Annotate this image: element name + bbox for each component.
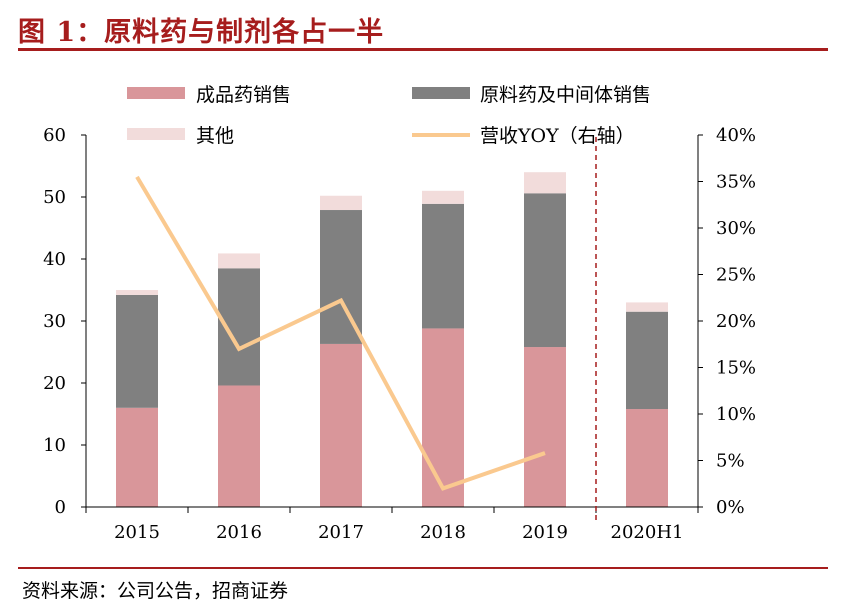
x-tick-label: 2017 — [318, 522, 364, 543]
y-right-tick-label: 0% — [716, 497, 745, 518]
bar-2020H1-series-2 — [626, 302, 668, 312]
y-left-tick-label: 0 — [55, 497, 66, 518]
x-tick-label: 2015 — [114, 522, 160, 543]
y-right-tick-label: 5% — [716, 451, 745, 472]
bar-2015-series-1 — [116, 294, 158, 408]
y-right-tick-label: 15% — [716, 358, 756, 379]
legend-label-api: 原料药及中间体销售 — [480, 84, 651, 106]
title-rule — [18, 48, 828, 51]
source-note: 资料来源：公司公告，招商证券 — [22, 580, 289, 602]
y-right-tick-label: 35% — [716, 172, 756, 193]
legend-label-yoy: 营收YOY（右轴） — [480, 125, 635, 147]
bar-2018-series-1 — [422, 203, 464, 329]
y-left-tick-label: 10 — [43, 435, 66, 456]
y-right-tick-label: 10% — [716, 404, 756, 425]
bars-layer — [116, 172, 668, 507]
bar-2016-series-2 — [218, 253, 260, 269]
x-tick-label: 2020H1 — [611, 522, 684, 543]
legend-label-finished-drugs: 成品药销售 — [196, 84, 291, 106]
bar-2015-series-2 — [116, 290, 158, 295]
bar-2017-series-1 — [320, 210, 362, 344]
source-rule — [18, 567, 828, 569]
bar-2019-series-1 — [524, 193, 566, 348]
x-tick-label: 2016 — [216, 522, 262, 543]
bar-2018-series-2 — [422, 190, 464, 204]
legend-label-other: 其他 — [196, 125, 234, 147]
y-right-tick-label: 40% — [716, 125, 756, 146]
bar-2016-series-0 — [218, 385, 260, 507]
legend-swatch-api — [412, 87, 470, 99]
bar-2018-series-0 — [422, 328, 464, 507]
y-left-tick-label: 30 — [43, 311, 66, 332]
bar-2020H1-series-0 — [626, 409, 668, 507]
axes-layer: 0 10 20 30 40 50 60 0% 5% 10% 15% 20% 25% 30% 35% 40% 20… — [43, 125, 756, 543]
figure-title: 图 1：原料药与制剂各占一半 — [18, 17, 385, 48]
y-left-tick-label: 50 — [43, 187, 66, 208]
x-tick-label: 2019 — [522, 522, 568, 543]
x-tick-label: 2018 — [420, 522, 466, 543]
y-right-tick-label: 30% — [716, 218, 756, 239]
bar-2015-series-0 — [116, 407, 158, 507]
bar-2017-series-0 — [320, 343, 362, 507]
bar-2019-series-0 — [524, 347, 566, 507]
y-right-tick-label: 20% — [716, 311, 756, 332]
line-layer — [135, 175, 546, 491]
bar-2017-series-2 — [320, 195, 362, 211]
y-right-tick-label: 25% — [716, 265, 756, 286]
y-left-tick-label: 20 — [43, 373, 66, 394]
bar-2019-series-2 — [524, 172, 566, 194]
bar-2020H1-series-1 — [626, 311, 668, 410]
legend-swatch-finished-drugs — [127, 87, 185, 99]
y-left-tick-label: 60 — [43, 125, 66, 146]
y-left-tick-label: 40 — [43, 249, 66, 270]
legend-swatch-other — [127, 128, 185, 140]
